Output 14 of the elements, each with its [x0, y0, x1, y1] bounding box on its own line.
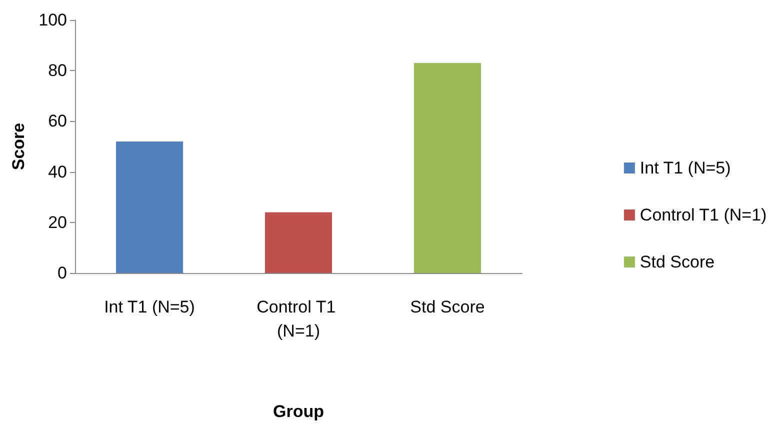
x-tick-label: Int T1 (N=5) — [104, 298, 195, 316]
y-tick-label: 0 — [58, 264, 67, 282]
legend-label: Control T1 (N=1) — [640, 206, 767, 224]
y-tick-label: 40 — [48, 162, 67, 182]
y-tick-label: 60 — [48, 112, 67, 131]
x-tick-label: Std Score — [410, 298, 485, 316]
legend-label: Int T1 (N=5) — [640, 158, 731, 178]
y-tick-label: 100 — [38, 10, 67, 30]
y-tick-label: 20 — [48, 212, 67, 232]
x-tick-label: Control T1 (N=1) — [256, 298, 340, 340]
y-tick-label: 80 — [48, 61, 67, 80]
legend-label: Std Score — [640, 252, 715, 272]
x-axis-title: Group — [273, 402, 324, 421]
y-axis-title: Score — [9, 122, 28, 170]
